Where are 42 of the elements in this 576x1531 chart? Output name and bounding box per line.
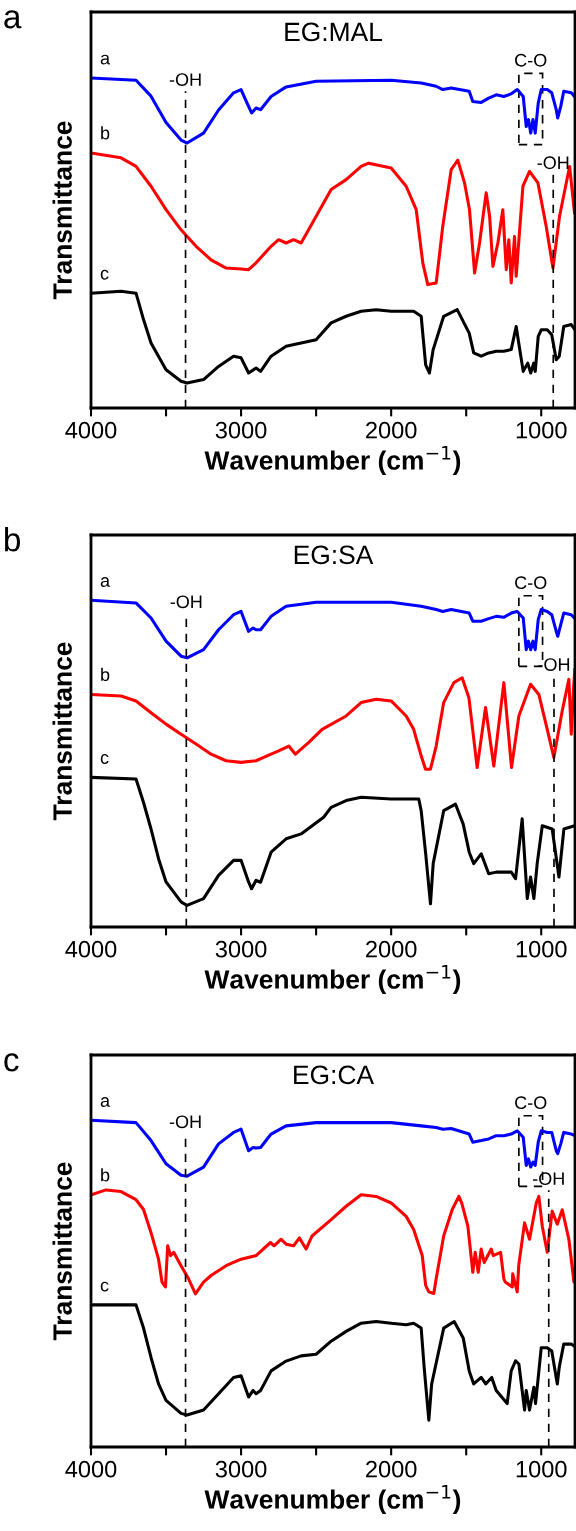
chart-title: EG:SA: [294, 545, 374, 565]
chart-title: EG:MAL: [285, 22, 382, 42]
x-tick-label: 1000: [516, 1460, 567, 1478]
x-tick-label: 2000: [366, 421, 417, 439]
x-tick-label: 4000: [65, 1460, 117, 1478]
y-axis-title: Transmittance: [52, 121, 72, 300]
series-label: c: [100, 269, 109, 280]
ref-line-label: -OH: [538, 658, 570, 671]
text: c: [4, 1053, 19, 1072]
ref-line-label: -OH: [532, 1172, 564, 1186]
text: C-O: [515, 576, 547, 590]
ref-line-label: -OH: [169, 1115, 201, 1129]
text: C-O: [515, 53, 547, 67]
series-label: c: [100, 1281, 109, 1292]
series-label: c: [100, 754, 109, 765]
x-axis-title: Wavenumber (cm$^{−1}$): [204, 445, 461, 476]
x-tick-label: 1000: [516, 940, 567, 958]
text: a: [4, 10, 22, 29]
x-tick-label: 2000: [366, 940, 417, 958]
series-label: b: [101, 126, 110, 140]
x-tick-label: 3000: [215, 940, 267, 958]
text: C-O: [515, 1096, 547, 1110]
ref-line-label: -OH: [169, 73, 201, 86]
series-label: a: [100, 577, 111, 587]
series-label: a: [100, 54, 111, 65]
series-label: a: [100, 1097, 111, 1107]
x-tick-label: 3000: [215, 1460, 267, 1478]
x-axis-title: Wavenumber (cm$^{−1}$): [204, 1484, 461, 1515]
ref-line-label: -OH: [537, 156, 569, 170]
x-tick-label: 1000: [516, 421, 567, 439]
x-tick-label: 3000: [215, 421, 267, 439]
y-axis-title: Transmittance: [52, 642, 72, 821]
ref-line-label: -OH: [170, 595, 202, 609]
y-axis-title: Transmittance: [52, 1162, 72, 1341]
chart-title: EG:CA: [294, 1065, 375, 1085]
x-tick-label: 4000: [65, 940, 117, 958]
x-axis-title: Wavenumber (cm$^{−1}$): [204, 964, 461, 995]
text: b: [5, 527, 21, 552]
x-tick-label: 2000: [366, 1460, 417, 1478]
series-label: b: [101, 667, 110, 682]
series-label: b: [101, 1168, 110, 1182]
x-tick-label: 4000: [65, 421, 117, 439]
